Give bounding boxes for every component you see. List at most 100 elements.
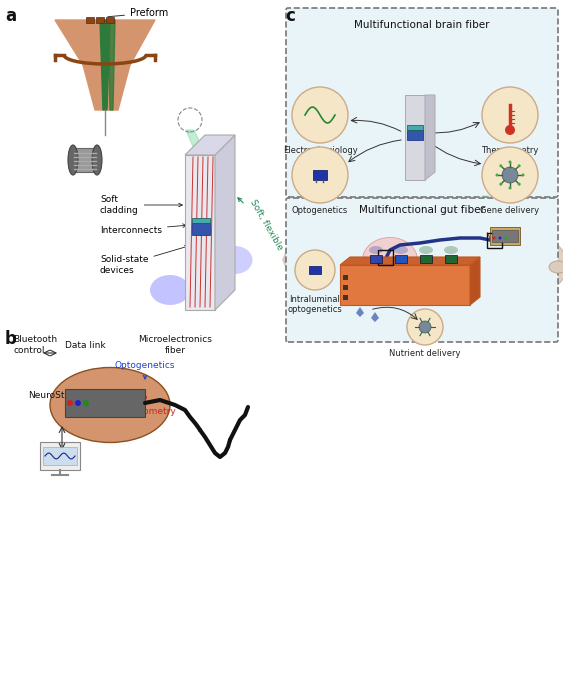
Text: Interconnects: Interconnects [100,224,186,234]
Text: Microelectronics
fiber: Microelectronics fiber [138,335,212,355]
Bar [420,255,432,263]
Text: Intraluminal
optogenetics: Intraluminal optogenetics [288,295,342,314]
Circle shape [83,400,89,406]
Bar [313,170,327,180]
Circle shape [508,186,512,190]
Polygon shape [340,265,470,305]
Polygon shape [425,95,435,180]
Circle shape [482,87,538,143]
Text: Soft, flexible: Soft, flexible [238,198,284,252]
Bar [343,285,348,290]
Text: a: a [5,7,16,25]
Text: Thermometry: Thermometry [114,397,176,416]
Polygon shape [371,312,379,322]
Text: Solid-state
devices: Solid-state devices [100,245,189,275]
Bar [65,389,145,417]
Bar [343,295,348,300]
Circle shape [504,236,507,240]
Bar [378,250,393,265]
Ellipse shape [369,246,383,254]
Bar [407,125,423,130]
Bar [73,148,97,172]
Ellipse shape [92,145,102,175]
Text: NeuroStack: NeuroStack [28,390,81,399]
FancyBboxPatch shape [286,8,558,197]
FancyBboxPatch shape [286,198,558,342]
Ellipse shape [549,261,563,273]
Ellipse shape [68,145,78,175]
Circle shape [419,321,431,333]
Polygon shape [480,195,530,227]
Ellipse shape [50,367,170,443]
Polygon shape [470,257,480,305]
Ellipse shape [217,246,252,274]
Text: Thermometry: Thermometry [481,146,539,155]
Polygon shape [108,20,115,110]
Polygon shape [215,135,235,310]
Bar [445,255,457,263]
Circle shape [505,125,515,135]
Circle shape [502,167,518,183]
Ellipse shape [444,246,458,254]
Ellipse shape [419,246,433,254]
Bar [487,233,502,248]
Text: Bluetooth
control: Bluetooth control [13,335,57,355]
Bar [40,442,80,470]
Text: Multifunctional brain fiber: Multifunctional brain fiber [354,20,490,30]
Polygon shape [55,20,155,65]
Bar [309,266,321,274]
Text: Electrophysiology: Electrophysiology [283,146,358,155]
Text: Gene delivery: Gene delivery [480,206,539,215]
Circle shape [498,236,502,240]
Polygon shape [185,155,215,310]
Circle shape [518,183,521,186]
Polygon shape [356,307,364,317]
Ellipse shape [150,275,190,305]
Circle shape [518,164,521,167]
Bar [370,255,382,263]
Text: c: c [285,7,295,25]
Circle shape [75,400,81,406]
Bar [395,255,407,263]
Circle shape [499,183,502,186]
Circle shape [521,173,525,177]
Circle shape [292,87,348,143]
Polygon shape [185,135,235,155]
Circle shape [499,164,502,167]
Bar [96,17,104,23]
Ellipse shape [330,225,530,315]
Text: Soft
cladding: Soft cladding [100,195,182,214]
Polygon shape [83,65,130,110]
Bar [86,17,94,23]
Text: Nutrient delivery: Nutrient delivery [389,349,461,358]
Ellipse shape [363,238,418,282]
Text: b: b [5,330,17,348]
Text: Optogenetics: Optogenetics [115,361,175,379]
Polygon shape [186,130,215,175]
Bar [407,130,423,140]
Bar [192,223,210,235]
Circle shape [295,250,335,290]
Polygon shape [340,257,480,265]
Circle shape [493,236,495,240]
Circle shape [67,400,73,406]
Circle shape [482,147,538,203]
Text: Preform: Preform [108,8,168,18]
Bar [343,275,348,280]
Text: Optogenetics: Optogenetics [292,206,348,215]
Ellipse shape [503,238,563,292]
Bar [106,17,114,23]
Text: Data link: Data link [65,340,105,349]
Bar [43,447,77,465]
Circle shape [292,147,348,203]
Circle shape [495,173,498,177]
Bar [405,95,425,180]
Ellipse shape [394,246,408,254]
Circle shape [407,309,443,345]
Bar [492,230,518,242]
Polygon shape [100,20,110,110]
Bar [490,227,520,245]
Bar [192,218,210,223]
Text: Multifunctional gut fiber: Multifunctional gut fiber [359,205,485,215]
Circle shape [508,160,512,164]
